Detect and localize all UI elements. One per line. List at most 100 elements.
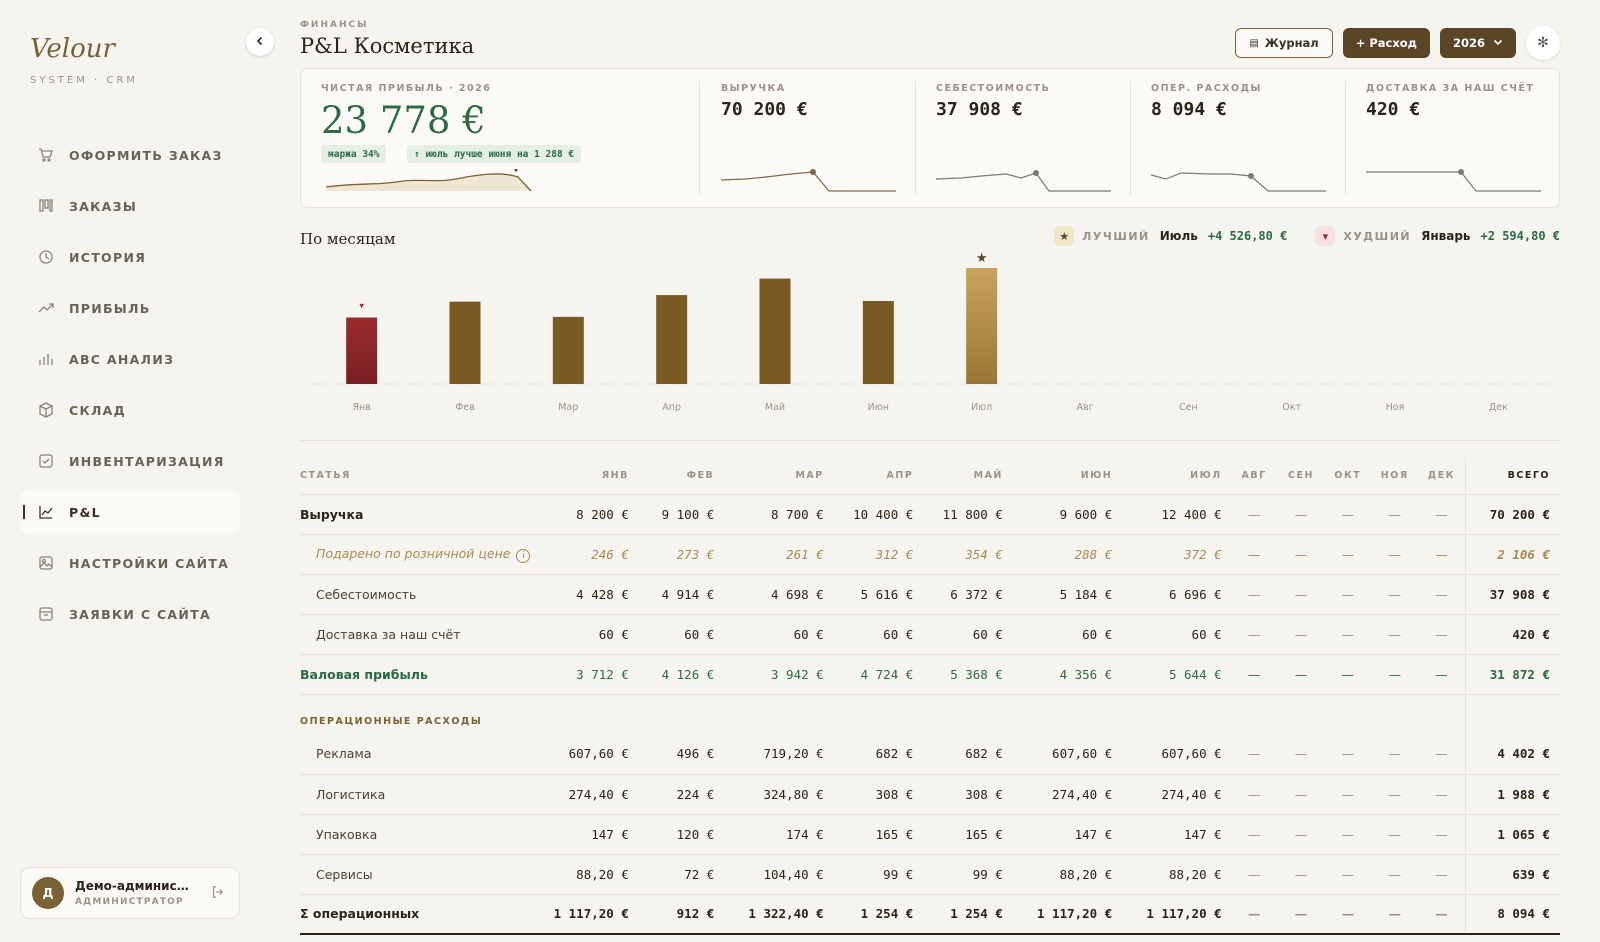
- table-cell: —: [1324, 614, 1372, 655]
- table-cell: [1464, 694, 1560, 734]
- table-cell: —: [1324, 574, 1372, 615]
- bar-5[interactable]: [862, 301, 894, 384]
- settings-button[interactable]: ✻: [1526, 26, 1560, 60]
- sidebar-item-4[interactable]: ABC АНАЛИЗ: [20, 336, 240, 382]
- table-cell: —: [1230, 574, 1278, 615]
- table-cell: 274,40 €: [1121, 774, 1231, 815]
- sidebar-item-label: НАСТРОЙКИ САЙТА: [69, 555, 230, 571]
- kpi-label: ДОСТАВКА ЗА НАШ СЧЁТ: [1366, 83, 1535, 94]
- kpi-label: СЕБЕСТОИМОСТЬ: [936, 83, 1051, 94]
- user-role: АДМИНИСТРАТОР: [75, 897, 184, 907]
- sidebar-item-9[interactable]: ЗАЯВКИ С САЙТА: [20, 591, 240, 637]
- table-cell: —: [1371, 494, 1419, 535]
- x-tick-label: Окт: [1282, 402, 1301, 413]
- table-cell: 6 372 €: [922, 574, 1012, 615]
- table-cell: 60 €: [723, 614, 833, 655]
- table-cell: —: [1277, 894, 1325, 935]
- bar-0[interactable]: [346, 317, 378, 384]
- table-cell: 72 €: [637, 854, 724, 895]
- kpi-opex: ОПЕР. РАСХОДЫ 8 094 €: [1131, 69, 1346, 209]
- row-total: 31 872 €: [1464, 654, 1560, 695]
- sidebar-collapse-button[interactable]: [246, 28, 274, 56]
- user-card[interactable]: Д Демо-администра... АДМИНИСТРАТОР: [20, 867, 240, 919]
- table-cell: —: [1418, 574, 1466, 615]
- table-cell: 5 368 €: [922, 654, 1012, 695]
- sidebar-item-6[interactable]: ИНВЕНТАРИЗАЦИЯ: [20, 438, 240, 484]
- kpi-label: ОПЕР. РАСХОДЫ: [1151, 83, 1262, 94]
- table-cell: —: [1324, 774, 1372, 815]
- row-label: ОПЕРАЦИОННЫЕ РАСХОДЫ: [300, 694, 1465, 734]
- table-row: Упаковка 147 €120 €174 €165 €165 €147 €14…: [300, 814, 1560, 855]
- column-header: ВСЕГО: [1464, 458, 1560, 495]
- chevron-left-icon: [255, 35, 265, 50]
- table-cell: —: [1324, 494, 1372, 535]
- table-cell: —: [1418, 814, 1466, 855]
- sidebar-item-8[interactable]: НАСТРОЙКИ САЙТА: [20, 540, 240, 586]
- user-name: Демо-администра...: [75, 879, 195, 893]
- table-cell: 372 €: [1121, 534, 1231, 575]
- table-cell: —: [1230, 654, 1278, 695]
- row-label-text: Сервисы: [316, 866, 373, 882]
- pl-table: СТАТЬЯ ЯНВ ФЕВ МАР АПР МАЙ ИЮН ИЮЛ АВГ СЕН ОКТ НОЯ Д…: [300, 458, 1560, 935]
- best-star-icon: ★: [976, 251, 988, 266]
- row-label-text: Валовая прибыль: [300, 666, 428, 682]
- sidebar-item-label: ABC АНАЛИЗ: [69, 351, 175, 367]
- sidebar-item-2[interactable]: ИСТОРИЯ: [20, 234, 240, 280]
- bar-6[interactable]: [966, 268, 998, 384]
- x-tick-label: Авг: [1076, 402, 1093, 413]
- sidebar-item-1[interactable]: ЗАКАЗЫ: [20, 183, 240, 229]
- monthly-bar-chart: ▾ Янв Фев Мар Апр Май Июн ★ Июл Авг Сен Окт Ноя Дек: [300, 251, 1560, 413]
- row-label: Себестоимость: [300, 574, 551, 615]
- margin-badge: маржа 34%: [321, 145, 387, 163]
- table-cell: 1 117,20 €: [550, 894, 638, 935]
- inbox-icon: [38, 606, 54, 622]
- info-icon[interactable]: i: [516, 548, 531, 563]
- sidebar-nav: ОФОРМИТЬ ЗАКАЗ ЗАКАЗЫ ИСТОРИЯ ПРИБЫЛЬ ABC АН…: [20, 132, 240, 642]
- table-cell: —: [1371, 534, 1419, 575]
- table-cell: —: [1230, 894, 1278, 935]
- bar-2[interactable]: [552, 316, 584, 384]
- table-cell: 1 117,20 €: [1011, 894, 1122, 935]
- bar-1[interactable]: [449, 301, 481, 384]
- table-cell: 147 €: [550, 814, 638, 855]
- kpi-revenue: ВЫРУЧКА 70 200 €: [701, 69, 916, 209]
- columns-icon: [38, 198, 54, 214]
- row-label-text: Себестоимость: [316, 586, 417, 602]
- table-cell: 682 €: [922, 734, 1012, 775]
- divider: [1130, 81, 1131, 195]
- sidebar-item-5[interactable]: СКЛАД: [20, 387, 240, 433]
- table-cell: —: [1371, 734, 1419, 775]
- bar-3[interactable]: [656, 295, 688, 384]
- x-tick-label: Июн: [868, 402, 889, 413]
- table-cell: 10 400 €: [832, 494, 923, 535]
- avatar: Д: [32, 877, 64, 909]
- table-cell: 682 €: [832, 734, 923, 775]
- kpi-value: 8 094 €: [1151, 99, 1227, 120]
- logout-icon[interactable]: [211, 885, 225, 903]
- row-label: Валовая прибыль: [300, 654, 551, 695]
- sidebar-item-3[interactable]: ПРИБЫЛЬ: [20, 285, 240, 331]
- table-cell: —: [1277, 494, 1325, 535]
- add-expense-button[interactable]: + Расход: [1342, 28, 1430, 58]
- table-cell: 1 117,20 €: [1121, 894, 1231, 935]
- table-cell: —: [1324, 894, 1372, 935]
- table-row: Σ операционных 1 117,20 €912 €1 322,40 €1…: [300, 894, 1560, 935]
- table-cell: 288 €: [1011, 534, 1122, 575]
- journal-button[interactable]: ▤ Журнал: [1235, 28, 1333, 58]
- table-cell: 607,60 €: [550, 734, 638, 775]
- sidebar-item-label: ПРИБЫЛЬ: [69, 300, 151, 316]
- bar-4[interactable]: [759, 278, 791, 384]
- table-cell: 1 254 €: [832, 894, 923, 935]
- table-cell: 308 €: [922, 774, 1012, 815]
- table-cell: —: [1324, 734, 1372, 775]
- table-cell: 4 914 €: [637, 574, 724, 615]
- sidebar-item-7[interactable]: P&L: [20, 489, 240, 535]
- triangle-down-icon: ▾: [1315, 226, 1336, 246]
- table-cell: 5 616 €: [832, 574, 923, 615]
- page-title: P&L Косметика: [300, 34, 475, 58]
- sidebar-item-0[interactable]: ОФОРМИТЬ ЗАКАЗ: [20, 132, 240, 178]
- divider: [300, 440, 1560, 441]
- year-select[interactable]: 2026: [1439, 28, 1516, 58]
- table-cell: —: [1371, 894, 1419, 935]
- sidebar-item-label: ЗАКАЗЫ: [69, 198, 138, 214]
